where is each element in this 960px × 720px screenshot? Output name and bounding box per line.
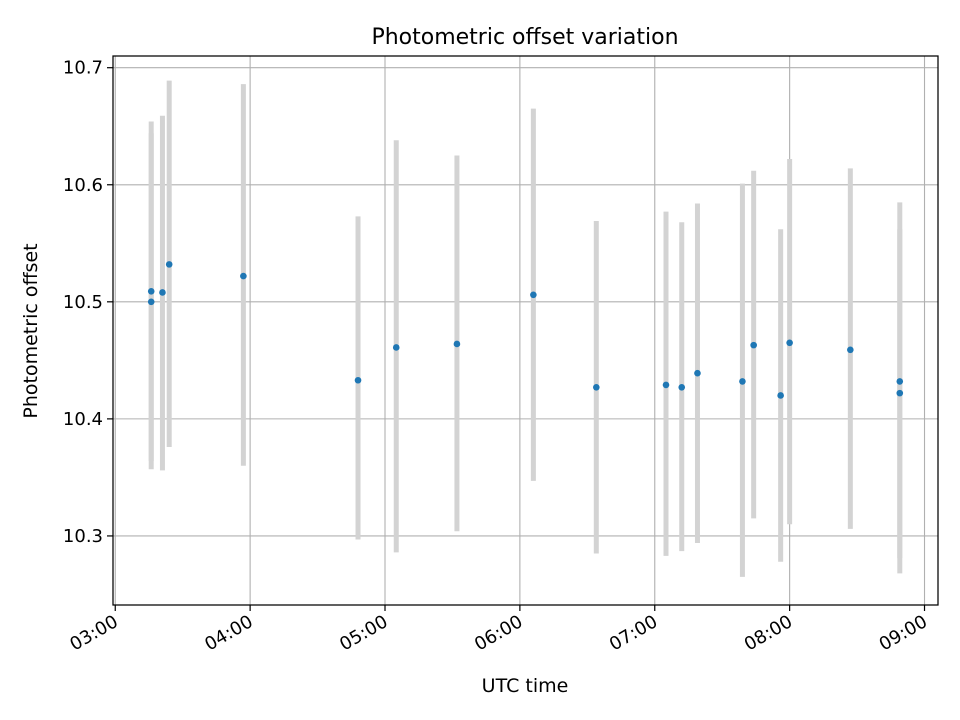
data-point xyxy=(750,341,757,349)
chart-title: Photometric offset variation xyxy=(371,25,678,50)
data-point xyxy=(739,378,746,385)
data-point xyxy=(392,344,400,351)
y-axis-ticks: 10.3 10.4 10.5 10.6 10.7 xyxy=(63,58,113,547)
data-point xyxy=(147,298,155,306)
y-tick-label: 10.6 xyxy=(63,175,103,196)
y-tick-label: 10.4 xyxy=(63,409,103,430)
data-point xyxy=(896,378,904,385)
y-tick-label: 10.5 xyxy=(63,292,103,313)
data-point xyxy=(240,272,247,280)
data-point xyxy=(147,287,155,295)
data-point xyxy=(159,289,166,296)
data-points xyxy=(147,261,904,399)
data-point xyxy=(694,369,701,377)
data-point xyxy=(662,381,670,389)
data-point xyxy=(786,339,793,347)
data-point xyxy=(896,389,904,397)
data-point xyxy=(847,346,854,354)
x-axis-label: UTC time xyxy=(482,675,569,697)
y-tick-label: 10.3 xyxy=(63,526,103,547)
data-point xyxy=(165,261,173,268)
data-point xyxy=(354,376,362,384)
data-point xyxy=(593,383,600,391)
data-point xyxy=(678,383,686,391)
y-tick-label: 10.7 xyxy=(63,58,103,79)
data-point xyxy=(453,340,461,348)
y-axis-label: Photometric offset xyxy=(20,243,42,418)
data-point xyxy=(530,291,537,299)
plot-frame xyxy=(112,55,939,606)
data-point xyxy=(777,392,784,399)
